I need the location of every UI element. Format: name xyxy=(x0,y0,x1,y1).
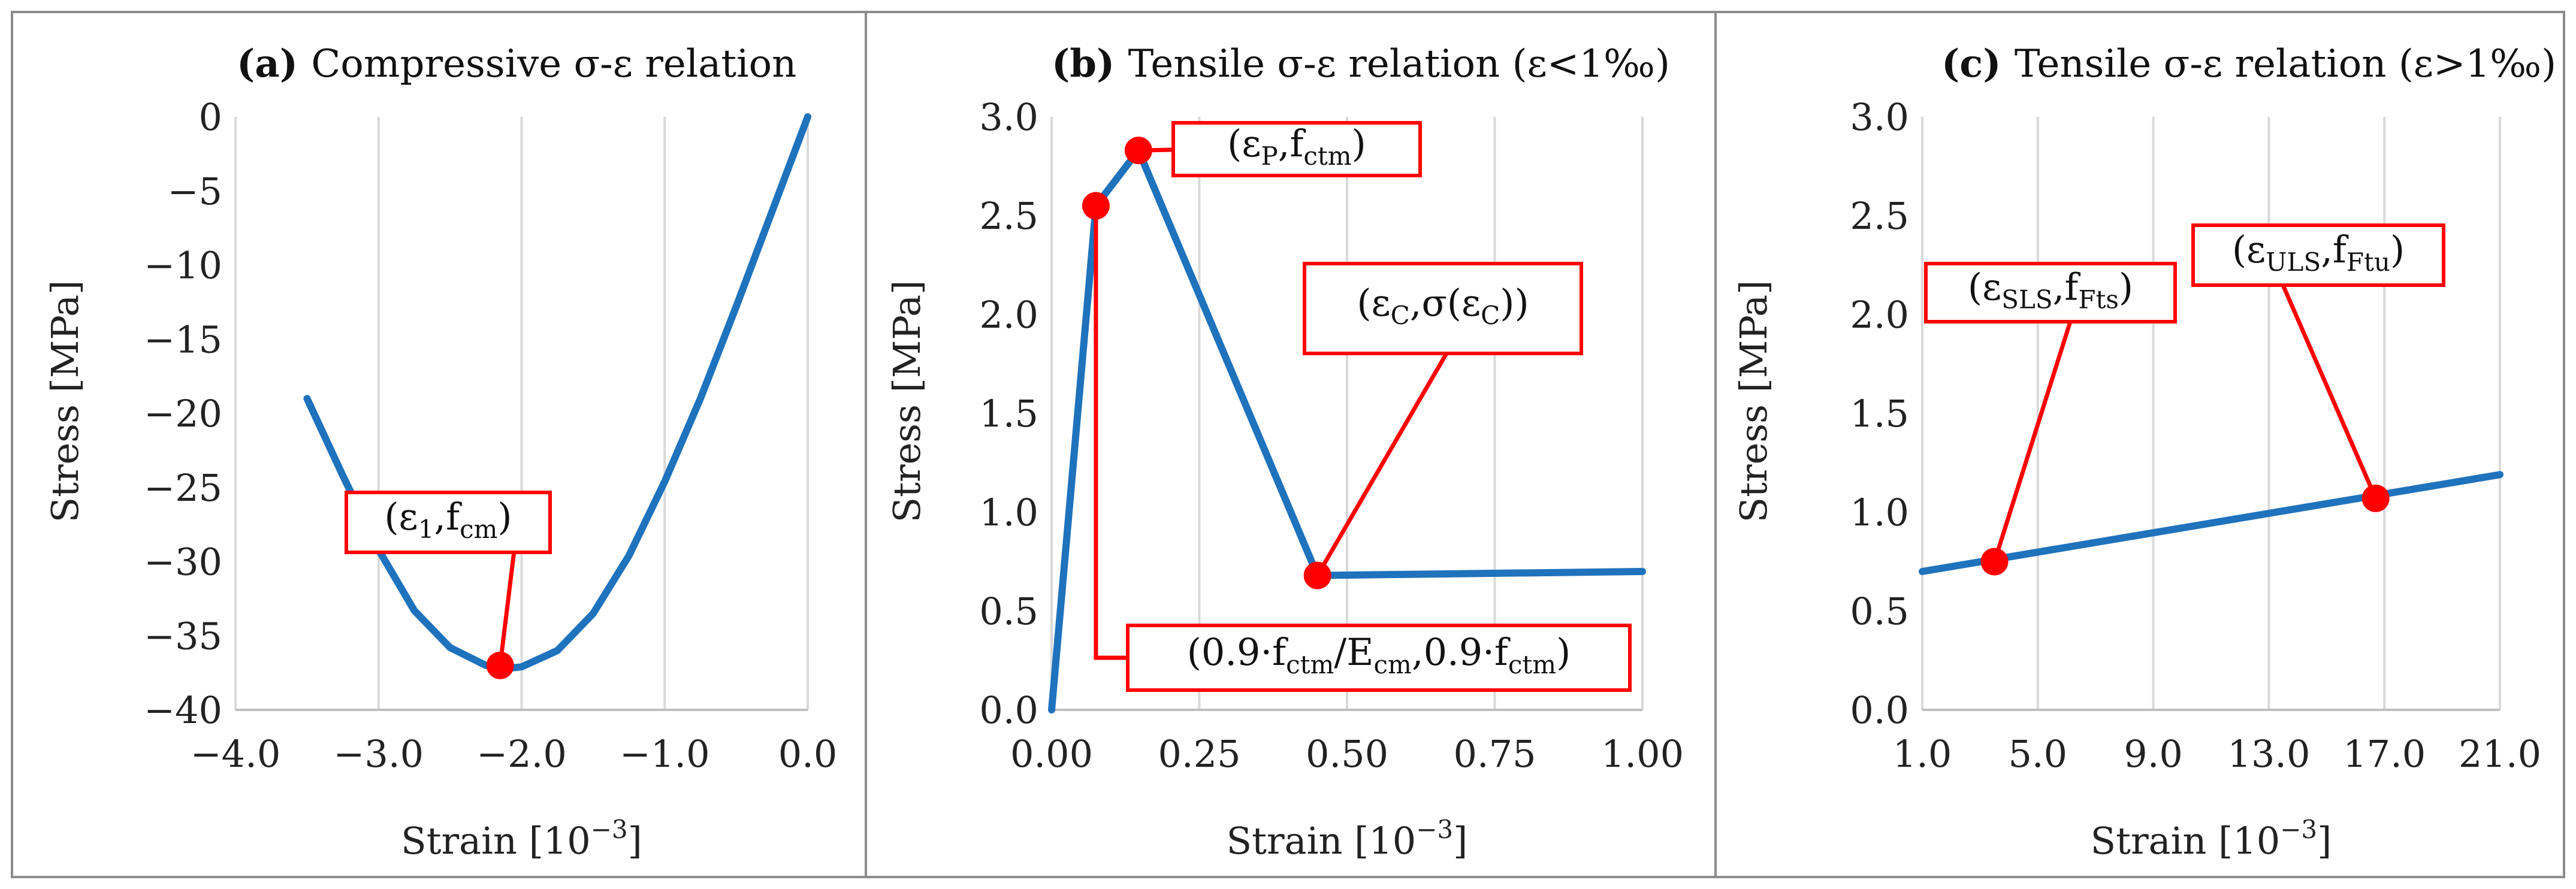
callout-box xyxy=(1126,624,1632,692)
y-tick-label: 1.0 xyxy=(1850,491,1909,534)
x-tick-label: 0.75 xyxy=(1453,732,1536,776)
chart-title-letter: (c) xyxy=(1941,41,2015,86)
panel-c: 1.0 5.0 9.0 13.0 17.0 21.0 3.0 2.5 2.0 1.5 1.0 0.5 0… xyxy=(1714,11,2565,878)
panels: −4.0 −3.0 −2.0 −1.0 0.00−5−10−15−20−25−30−35… xyxy=(11,11,2565,878)
y-tick-label: 0 xyxy=(199,95,222,139)
x-tick-label: 0.50 xyxy=(1306,732,1388,776)
callout-box xyxy=(1171,121,1422,177)
x-tick-label: 0.0 xyxy=(778,732,838,776)
y-tick-label: 0.0 xyxy=(1850,688,1909,732)
y-axis-label: Stress [MPa] xyxy=(885,280,929,523)
y-tick-label: 3.0 xyxy=(1850,95,1909,139)
y-tick-label: −5 xyxy=(168,170,222,213)
series-line xyxy=(1919,471,2503,575)
y-tick-label: 0.0 xyxy=(979,688,1038,732)
callout-label: (ε1,fcm) xyxy=(384,495,512,544)
x-axis-label: Strain [10−3] xyxy=(401,815,642,863)
x-tick-label: 5.0 xyxy=(2008,732,2067,776)
panel-frame xyxy=(1714,11,2565,878)
y-tick-label: −35 xyxy=(144,614,222,658)
x-tick-label: 0.00 xyxy=(1010,732,1093,776)
callout-leader xyxy=(498,551,517,666)
y-tick-label: −25 xyxy=(144,466,222,510)
y-tick-label: 2.5 xyxy=(1850,194,1909,238)
y-axis-label: Stress [MPa] xyxy=(1732,280,1775,523)
callout-leader xyxy=(2281,284,2378,500)
x-tick-label: −3.0 xyxy=(333,732,424,776)
data-point-marker xyxy=(1303,561,1331,589)
callout-box xyxy=(1303,262,1583,355)
callout-label: (εP,fctm) xyxy=(1227,122,1366,171)
panel-frame xyxy=(11,11,867,878)
chart-title: (b) Tensile σ-ε relation (ε<1‰) xyxy=(1052,41,1670,86)
x-tick-label: −4.0 xyxy=(191,732,281,776)
callout-leader xyxy=(1094,205,1128,660)
chart-title: (c) Tensile σ-ε relation (ε>1‰) xyxy=(1941,41,2556,86)
callout-box xyxy=(345,491,552,554)
y-tick-label: 1.0 xyxy=(979,491,1038,534)
y-tick-label: 2.0 xyxy=(1850,293,1909,337)
x-tick-label: 17.0 xyxy=(2343,732,2426,776)
callout-label: (εC,σ(εC)) xyxy=(1357,281,1529,330)
y-tick-label: 2.0 xyxy=(979,293,1038,337)
y-tick-label: −15 xyxy=(144,318,222,361)
data-point-marker xyxy=(1082,192,1110,220)
x-axis-label: Strain [10−3] xyxy=(1227,815,1468,863)
y-tick-label: −10 xyxy=(144,244,222,288)
data-point-marker xyxy=(1980,548,2009,576)
callout-box xyxy=(1924,262,2177,323)
y-tick-label: 0.5 xyxy=(1850,589,1909,633)
chart-title: (a) Compressive σ-ε relation xyxy=(237,41,796,86)
y-tick-label: −30 xyxy=(144,540,222,584)
x-tick-label: 1.00 xyxy=(1601,732,1684,776)
series-line xyxy=(303,113,811,672)
chart-title-text: Tensile σ-ε relation (ε<1‰) xyxy=(1128,42,1670,86)
chart-title-text: Compressive σ-ε relation xyxy=(311,42,796,86)
chart-title-letter: (a) xyxy=(237,41,311,86)
callout-box xyxy=(2191,223,2445,287)
y-tick-label: −20 xyxy=(144,392,222,436)
y-tick-label: 2.5 xyxy=(979,194,1038,238)
x-tick-label: −2.0 xyxy=(476,732,567,776)
data-point-marker xyxy=(2361,484,2390,512)
data-point-marker xyxy=(1124,137,1152,165)
y-tick-label: 1.5 xyxy=(979,392,1038,436)
callout-leader xyxy=(1992,320,2073,563)
callout-label: (0.9·fctm/Ecm,0.9·fctm) xyxy=(1187,630,1571,679)
x-tick-label: 13.0 xyxy=(2227,732,2310,776)
callout-leader xyxy=(1315,352,1449,577)
y-tick-label: 1.5 xyxy=(1850,392,1909,436)
chart-title-text: Tensile σ-ε relation (ε>1‰) xyxy=(2015,42,2556,86)
y-tick-label: −40 xyxy=(144,688,222,732)
x-tick-label: 21.0 xyxy=(2459,732,2541,776)
callout-label: (εULS,fFtu) xyxy=(2232,228,2405,277)
y-tick-label: 3.0 xyxy=(979,95,1038,139)
x-tick-label: −1.0 xyxy=(620,732,710,776)
x-axis-label: Strain [10−3] xyxy=(2091,815,2332,863)
data-point-marker xyxy=(486,651,514,679)
chart-title-letter: (b) xyxy=(1052,41,1128,86)
x-tick-label: 0.25 xyxy=(1158,732,1240,776)
panel-a: −4.0 −3.0 −2.0 −1.0 0.0 0 −5 −10 −15 −20 −25 −30 −35… xyxy=(11,11,867,878)
x-tick-label: 9.0 xyxy=(2124,732,2183,776)
y-axis-label: Stress [MPa] xyxy=(43,280,87,523)
y-tick-label: 0.5 xyxy=(979,589,1038,633)
x-tick-label: 1.0 xyxy=(1893,732,1952,776)
panel-b: 0.00 0.25 0.50 0.75 1.00 3.0 2.5 2.0 1.5 1.0 0.5 0.… xyxy=(865,11,1717,878)
callout-label: (εSLS,fFts) xyxy=(1968,265,2133,315)
